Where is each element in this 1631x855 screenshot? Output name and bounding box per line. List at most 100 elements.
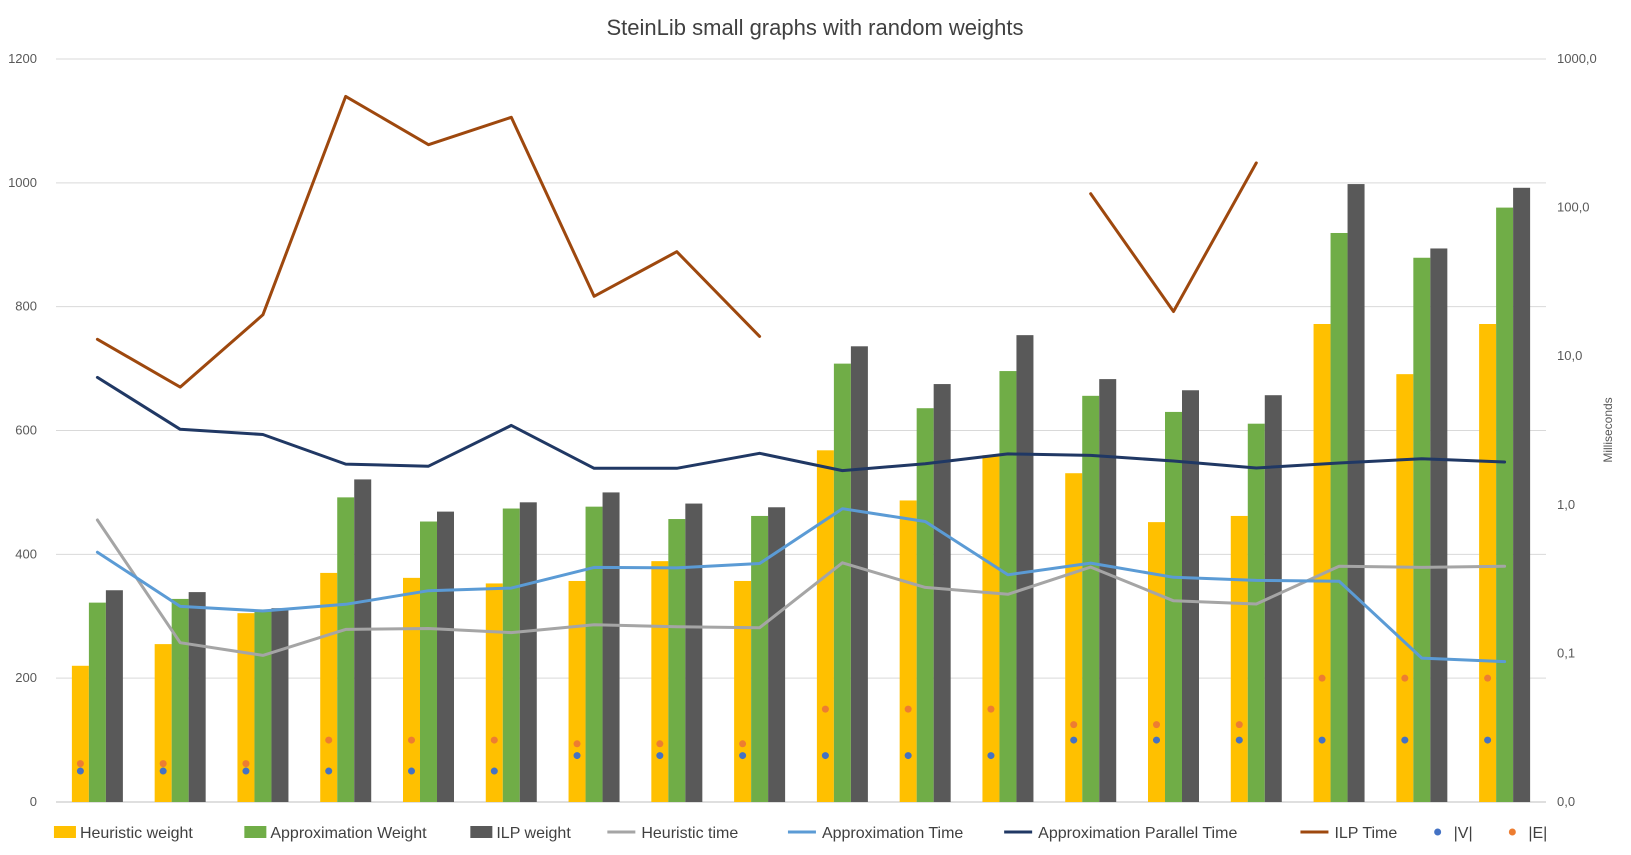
legend-label: Approximation Parallel Time	[1038, 825, 1237, 842]
data-point	[573, 740, 581, 748]
right-tick-label: 10,0	[1557, 348, 1582, 363]
right-tick-label: 0,1	[1557, 645, 1575, 660]
bar	[651, 561, 669, 802]
left-tick-label: 400	[15, 546, 37, 561]
data-point	[1070, 736, 1078, 744]
bar	[833, 363, 851, 802]
bar	[1065, 473, 1083, 802]
legend-item: Approximation Parallel Time	[1004, 825, 1237, 842]
bar	[585, 506, 603, 802]
bar	[88, 602, 106, 802]
series-line	[95, 518, 1507, 657]
bar	[1165, 411, 1182, 802]
legend-item: Approximation Weight	[244, 825, 427, 842]
data-point	[325, 767, 333, 775]
legend-label: Approximation Weight	[270, 825, 427, 842]
bar	[519, 502, 537, 802]
legend-item: Heuristic time	[607, 825, 738, 842]
bar	[237, 613, 255, 802]
data-point	[821, 752, 829, 760]
legend-label: |V|	[1454, 825, 1473, 842]
bar	[1413, 257, 1431, 802]
data-point	[242, 767, 250, 775]
right-tick-label: 1000,0	[1557, 51, 1597, 66]
bar	[1396, 374, 1414, 802]
bar	[320, 572, 338, 802]
bar	[1082, 395, 1100, 802]
left-tick-label: 0	[30, 794, 37, 809]
legend-swatch	[470, 826, 493, 838]
data-point	[1235, 721, 1243, 729]
series-line	[95, 507, 1507, 664]
data-point	[987, 705, 995, 713]
right-tick-label: 100,0	[1557, 200, 1590, 215]
data-point	[159, 767, 167, 775]
data-point	[987, 752, 995, 760]
data-point	[1484, 674, 1492, 682]
data-point	[408, 767, 415, 775]
bar	[1148, 522, 1165, 802]
legend-swatch	[244, 826, 267, 838]
data-point	[904, 705, 912, 713]
bar	[816, 450, 834, 802]
data-point	[325, 736, 333, 744]
data-point	[739, 752, 747, 760]
bar	[999, 371, 1017, 802]
data-point	[76, 767, 84, 775]
bar	[71, 665, 89, 802]
data-point	[490, 767, 498, 775]
bar	[602, 492, 620, 802]
legend: Heuristic weight Approximation Weight ILP …	[53, 825, 1547, 842]
bar	[354, 479, 372, 802]
bar	[1313, 324, 1331, 802]
bar	[1479, 324, 1497, 802]
bar	[105, 590, 123, 802]
bar	[271, 608, 289, 802]
data-point	[490, 736, 498, 744]
bar	[916, 408, 934, 802]
gridlines	[56, 58, 1546, 803]
bar	[1330, 232, 1348, 802]
data-point	[159, 760, 167, 768]
bar	[1016, 335, 1034, 802]
data-point	[1070, 721, 1078, 729]
bar	[568, 580, 586, 802]
bar	[1513, 187, 1531, 802]
bar	[403, 577, 420, 802]
data-point	[739, 740, 747, 748]
bars	[71, 184, 1531, 803]
legend-item: Approximation Time	[787, 825, 963, 842]
legend-swatch	[1434, 828, 1442, 836]
legend-label: Heuristic time	[641, 825, 738, 842]
bar	[1347, 184, 1365, 803]
left-tick-label: 800	[15, 299, 37, 314]
left-tick-label: 200	[15, 670, 37, 685]
right-axis-title: Milliseconds	[1601, 397, 1615, 462]
bar	[1247, 423, 1265, 802]
bar	[337, 497, 355, 802]
bar	[668, 519, 686, 802]
data-point	[1153, 736, 1160, 744]
data-point	[1318, 674, 1326, 682]
data-point	[904, 752, 912, 760]
data-point	[1153, 721, 1160, 729]
data-point	[1401, 736, 1409, 744]
data-point	[656, 740, 664, 748]
axes: 0 200 400 600 800 1000 1200 0,0 0,1 1,0 10,0 100,0 1…	[8, 51, 1597, 809]
data-point	[242, 760, 250, 768]
bar	[1264, 395, 1282, 802]
bar	[171, 598, 189, 802]
legend-label: ILP weight	[496, 825, 571, 842]
left-tick-label: 1000	[8, 175, 37, 190]
legend-label: Approximation Time	[822, 825, 963, 842]
legend-label: ILP Time	[1334, 825, 1397, 842]
legend-swatch	[53, 826, 76, 838]
bar	[982, 455, 1000, 802]
bar	[188, 592, 206, 802]
bar	[1496, 207, 1514, 803]
series-line	[95, 94, 762, 389]
legend-item: |E|	[1508, 825, 1547, 842]
left-tick-label: 600	[15, 423, 37, 438]
bar	[1099, 379, 1117, 802]
